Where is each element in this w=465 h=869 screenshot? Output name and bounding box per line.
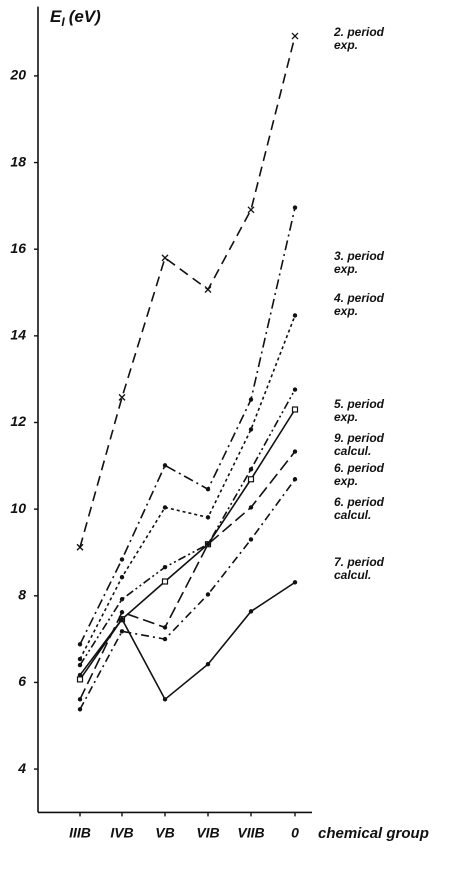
marker: [205, 542, 211, 547]
marker: [247, 206, 255, 214]
marker: [76, 676, 84, 683]
marker: [291, 406, 299, 413]
marker: [204, 286, 212, 293]
marker: [292, 313, 298, 318]
marker: [119, 616, 125, 622]
marker: [162, 463, 168, 468]
marker: [162, 564, 168, 570]
series-label: 6. period exp.: [334, 461, 385, 488]
y-label-main: E: [50, 7, 62, 26]
series-line: [79, 315, 296, 660]
y-tick-label: 10: [10, 500, 26, 516]
marker: [248, 537, 254, 542]
marker: [77, 656, 83, 662]
x-axis-label: chemical group: [318, 825, 429, 842]
series-line: [79, 581, 296, 701]
y-label-unit: (eV): [69, 7, 101, 26]
marker: [292, 477, 298, 482]
marker: [248, 427, 254, 432]
marker: [292, 205, 298, 210]
marker: [205, 592, 211, 597]
x-tick-label: 0: [291, 825, 299, 841]
marker: [205, 487, 211, 492]
marker: [248, 505, 254, 510]
marker: [162, 636, 168, 642]
series-line: [79, 207, 296, 645]
marker: [119, 557, 125, 562]
series-line: [79, 389, 296, 666]
y-tick-label: 14: [10, 327, 26, 343]
marker: [119, 629, 125, 634]
marker: [161, 254, 169, 262]
marker: [248, 467, 254, 472]
series-line: [79, 478, 296, 710]
marker: [76, 543, 84, 551]
y-tick-label: 4: [17, 760, 26, 776]
marker: [292, 580, 298, 585]
x-tick-label: VB: [155, 825, 174, 841]
marker: [162, 505, 168, 510]
marker: [205, 662, 211, 667]
y-axis-label: EI (eV): [50, 7, 101, 29]
y-tick-label: 12: [10, 413, 26, 429]
marker: [162, 697, 168, 702]
y-tick-label: 8: [18, 586, 26, 602]
x-tick-label: VIB: [196, 825, 219, 841]
marker: [205, 515, 211, 520]
x-tick-label: VIIB: [237, 825, 264, 841]
marker: [119, 610, 125, 615]
marker: [77, 707, 83, 712]
series-label: 7. period calcul.: [334, 555, 385, 582]
marker: [291, 32, 299, 40]
series-line: [79, 409, 296, 680]
y-tick-label: 18: [10, 153, 26, 169]
marker: [161, 578, 169, 585]
marker: [247, 476, 255, 483]
series-label: 5. period exp.: [334, 397, 385, 424]
y-label-sub: I: [61, 15, 65, 29]
x-tick-label: IIIB: [69, 825, 91, 841]
marker: [292, 449, 298, 454]
marker: [292, 387, 298, 392]
series-line: [79, 451, 296, 700]
y-tick-label: 6: [18, 673, 26, 689]
marker: [77, 672, 83, 678]
x-tick-label: IVB: [110, 825, 133, 841]
y-tick-label: 16: [10, 240, 26, 256]
marker: [77, 662, 83, 668]
marker: [248, 397, 254, 402]
marker: [118, 393, 126, 401]
series-line: [79, 35, 296, 548]
marker: [119, 597, 125, 602]
marker: [119, 574, 125, 580]
marker: [162, 625, 168, 630]
y-tick-label: 20: [9, 67, 26, 83]
series-label: 6. period calcul.: [334, 495, 385, 522]
marker: [77, 642, 83, 647]
marker: [77, 697, 83, 702]
marker: [248, 609, 254, 614]
series-label: 4. period exp.: [334, 291, 385, 318]
series-label: 2. period exp.: [334, 25, 385, 52]
series-label: 9. period calcul.: [334, 431, 385, 458]
series-label: 3. period exp.: [334, 249, 385, 276]
